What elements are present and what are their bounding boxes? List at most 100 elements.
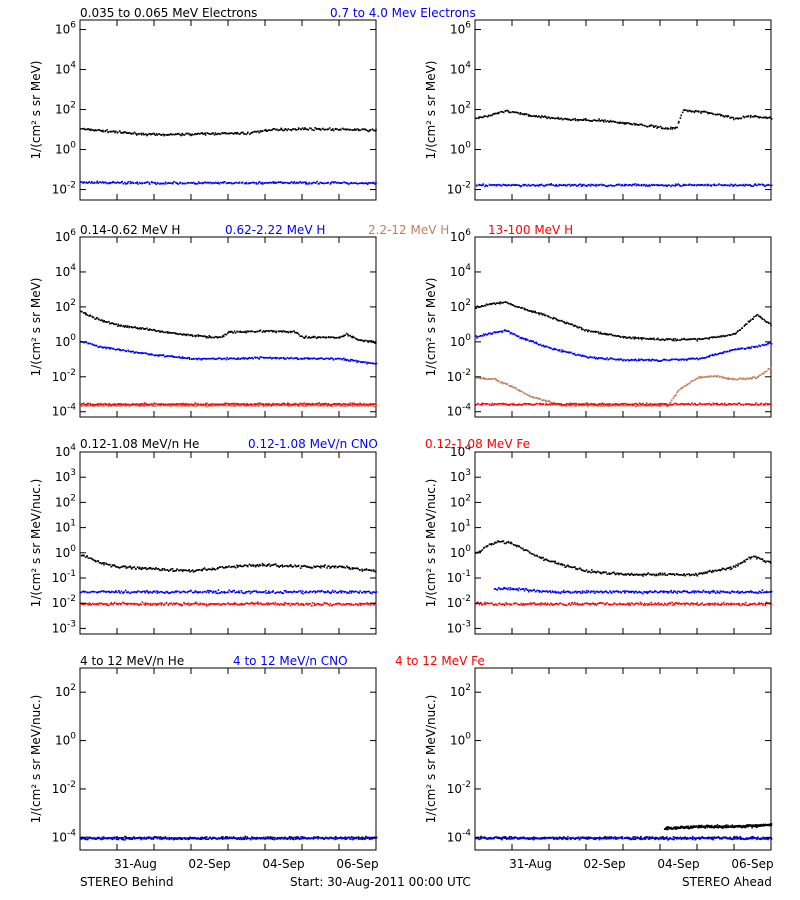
data-point (582, 119, 585, 121)
data-point (174, 404, 177, 407)
data-point (142, 404, 144, 407)
data-point (509, 403, 511, 406)
data-point (581, 183, 583, 186)
data-point (634, 590, 636, 593)
data-point (683, 359, 686, 361)
data-point (237, 565, 240, 567)
data-point (504, 110, 507, 112)
data-point (223, 132, 225, 134)
data-point (635, 590, 638, 593)
data-point (294, 404, 297, 407)
data-point (294, 402, 297, 405)
data-point (655, 403, 657, 405)
data-point (590, 183, 592, 186)
data-point (481, 404, 483, 406)
data-point (325, 602, 328, 605)
data-point (552, 184, 555, 186)
data-point (657, 184, 659, 187)
data-point (522, 337, 524, 339)
data-point (190, 403, 193, 405)
data-point (134, 603, 136, 606)
data-point (667, 405, 669, 407)
data-point (86, 555, 88, 557)
data-point (122, 131, 124, 134)
data-point (145, 133, 147, 135)
data-point (564, 322, 566, 324)
data-point (101, 404, 103, 407)
data-point (306, 357, 308, 359)
data-point (657, 403, 660, 406)
data-point (568, 183, 571, 186)
data-point (526, 185, 528, 187)
data-point (613, 404, 616, 407)
data-point (742, 184, 744, 187)
data-point (754, 183, 757, 185)
y-tick-label: 10-2 (447, 181, 471, 197)
data-point (523, 113, 526, 116)
data-point (572, 402, 575, 405)
data-point (365, 603, 367, 605)
data-point (312, 403, 315, 406)
data-point (609, 119, 612, 122)
data-point (710, 112, 712, 114)
data-point (375, 403, 377, 406)
data-point (595, 330, 598, 333)
data-point (598, 118, 600, 120)
data-point (248, 590, 251, 592)
data-point (217, 405, 219, 407)
data-point (201, 569, 203, 572)
data-point (181, 403, 183, 405)
data-point (236, 603, 239, 606)
data-point (735, 348, 737, 351)
data-point (513, 111, 515, 113)
data-point (246, 402, 248, 405)
data-point (575, 568, 577, 570)
data-point (645, 184, 648, 186)
data-point (187, 403, 189, 405)
data-point (199, 403, 202, 405)
data-point (637, 359, 640, 362)
data-point (676, 339, 679, 341)
data-point (151, 133, 153, 135)
data-point (547, 315, 550, 317)
data-point (304, 181, 306, 183)
data-point (186, 603, 189, 605)
data-point (152, 403, 155, 406)
data-point (749, 590, 752, 592)
data-point (223, 567, 225, 569)
data-point (302, 603, 305, 605)
data-point (543, 185, 546, 187)
data-point (214, 603, 217, 606)
data-point (709, 354, 712, 357)
data-point (724, 377, 726, 379)
data-point (268, 563, 270, 565)
data-point (484, 185, 486, 188)
data-point (662, 573, 664, 576)
data-point (610, 184, 612, 186)
data-point (241, 181, 244, 184)
data-point (271, 128, 274, 131)
data-point (750, 185, 752, 187)
data-point (727, 377, 730, 379)
data-point (545, 116, 547, 118)
data-point (267, 403, 269, 405)
data-point (572, 566, 575, 568)
data-point (760, 116, 763, 119)
data-point (155, 405, 157, 407)
data-point (611, 185, 614, 187)
data-point (333, 591, 335, 594)
data-point (598, 591, 600, 594)
data-point (558, 183, 561, 186)
data-point (555, 317, 557, 320)
data-point (229, 403, 231, 405)
data-point (664, 127, 667, 129)
data-point (98, 602, 101, 605)
data-point (610, 357, 612, 359)
data-point (155, 183, 157, 185)
data-point (487, 114, 490, 117)
data-point (139, 403, 141, 406)
data-point (261, 603, 264, 606)
data-point (112, 591, 115, 593)
data-point (678, 574, 680, 576)
data-point (545, 184, 547, 186)
